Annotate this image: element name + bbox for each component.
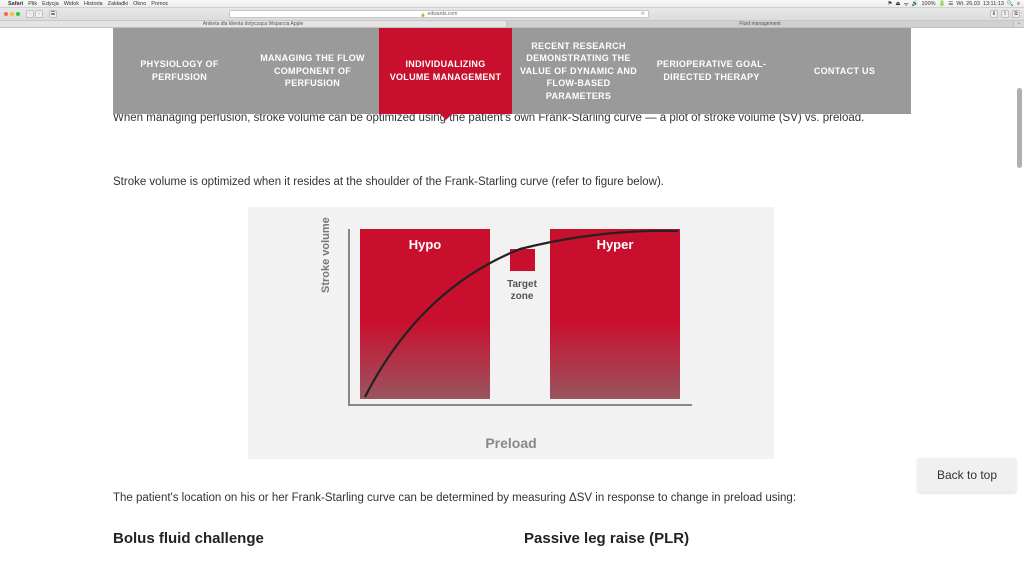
- menubar-time[interactable]: 13:11:13: [983, 1, 1004, 7]
- back-to-top-button[interactable]: Back to top: [918, 458, 1016, 492]
- menubar-item[interactable]: Historia: [84, 1, 103, 7]
- safari-toolbar: ‹ › ☰ 🔒 edwards.com ⟳ ⬇ ⇪ ⧉: [0, 8, 1024, 21]
- reload-icon[interactable]: ⟳: [641, 11, 645, 17]
- paragraph: Stroke volume is optimized when it resid…: [113, 174, 903, 191]
- x-axis: [348, 404, 692, 406]
- subheading-plr: Passive leg raise (PLR): [524, 530, 689, 547]
- battery-pct: 100%: [921, 1, 935, 7]
- y-axis-label: Stroke volume: [320, 217, 332, 293]
- menubar-item[interactable]: Zakładki: [108, 1, 128, 7]
- nav-individualizing-volume[interactable]: INDIVIDUALIZING VOLUME MANAGEMENT: [379, 28, 512, 114]
- nav-contact[interactable]: CONTACT US: [778, 28, 911, 114]
- tabs-button[interactable]: ⧉: [1012, 10, 1020, 18]
- target-bar: [510, 249, 535, 271]
- menubar-app[interactable]: Safari: [8, 1, 23, 7]
- window-controls: [4, 12, 20, 16]
- sidebar-button[interactable]: ☰: [49, 10, 57, 18]
- page-content: PHYSIOLOGY OF PERFUSION MANAGING THE FLO…: [0, 28, 1024, 576]
- frank-starling-figure: Hypo Hyper Target zone Stroke volume Pre…: [248, 207, 774, 459]
- url-bar[interactable]: 🔒 edwards.com ⟳: [229, 10, 649, 18]
- battery-icon[interactable]: 🔋: [939, 1, 946, 7]
- notification-center-icon[interactable]: ≡: [1017, 1, 1020, 7]
- close-window-button[interactable]: [4, 12, 8, 16]
- menubar-item[interactable]: Widok: [64, 1, 79, 7]
- x-axis-label: Preload: [248, 435, 774, 451]
- nav-recent-research[interactable]: RECENT RESEARCH DEMONSTRATING THE VALUE …: [512, 28, 645, 114]
- nav-perioperative[interactable]: PERIOPERATIVE GOAL-DIRECTED THERAPY: [645, 28, 778, 114]
- hypo-bar: Hypo: [360, 229, 490, 399]
- new-tab-button[interactable]: +: [1014, 21, 1024, 27]
- y-axis: [348, 229, 350, 405]
- nav-physiology[interactable]: PHYSIOLOGY OF PERFUSION: [113, 28, 246, 114]
- spotlight-icon[interactable]: 🔍: [1007, 1, 1014, 7]
- page-nav: PHYSIOLOGY OF PERFUSION MANAGING THE FLO…: [113, 28, 911, 114]
- zoom-window-button[interactable]: [16, 12, 20, 16]
- url-text: edwards.com: [428, 11, 458, 17]
- toolbar-right: ⬇ ⇪ ⧉: [990, 10, 1020, 18]
- chart-area: Hypo Hyper Target zone: [360, 229, 680, 399]
- scrollbar-thumb[interactable]: [1017, 88, 1022, 168]
- nav-buttons: ‹ ›: [26, 10, 43, 18]
- forward-button[interactable]: ›: [35, 10, 43, 18]
- nav-managing-flow[interactable]: MANAGING THE FLOW COMPONENT OF PERFUSION: [246, 28, 379, 114]
- menubar-item[interactable]: Pomoc: [151, 1, 168, 7]
- target-label: Target zone: [498, 279, 546, 303]
- wifi-icon[interactable]: ᯤ: [904, 0, 909, 8]
- menubar-right: ⚑ ⏏ ᯤ 🔊 100% 🔋 ☰ Wt. 26.03 13:11:13 🔍 ≡: [887, 0, 1020, 8]
- fastswitch-icon[interactable]: ☰: [948, 1, 953, 7]
- subheading-bolus: Bolus fluid challenge: [113, 530, 264, 547]
- safari-tab[interactable]: Ankieta dla klienta dotycząca Wsparcia A…: [0, 21, 507, 27]
- safari-tab[interactable]: Fluid management: [507, 21, 1014, 27]
- back-button[interactable]: ‹: [26, 10, 34, 18]
- paragraph: The patient's location on his or her Fra…: [113, 490, 903, 507]
- flag-icon[interactable]: ⚑: [887, 1, 892, 7]
- safari-tab-bar: Ankieta dla klienta dotycząca Wsparcia A…: [0, 21, 1024, 28]
- eject-icon[interactable]: ⏏: [895, 1, 900, 7]
- menubar-item[interactable]: Plik: [28, 1, 37, 7]
- volume-icon[interactable]: 🔊: [912, 1, 919, 7]
- scrollbar[interactable]: [1017, 28, 1022, 576]
- menubar-item[interactable]: Okno: [133, 1, 146, 7]
- lock-icon: 🔒: [421, 12, 426, 17]
- downloads-button[interactable]: ⬇: [990, 10, 998, 18]
- menubar-date[interactable]: Wt. 26.03: [956, 1, 980, 7]
- hyper-bar: Hyper: [550, 229, 680, 399]
- share-button[interactable]: ⇪: [1001, 10, 1009, 18]
- menubar-item[interactable]: Edycja: [42, 1, 59, 7]
- macos-menubar: Safari Plik Edycja Widok Historia Zakład…: [0, 0, 1024, 8]
- minimize-window-button[interactable]: [10, 12, 14, 16]
